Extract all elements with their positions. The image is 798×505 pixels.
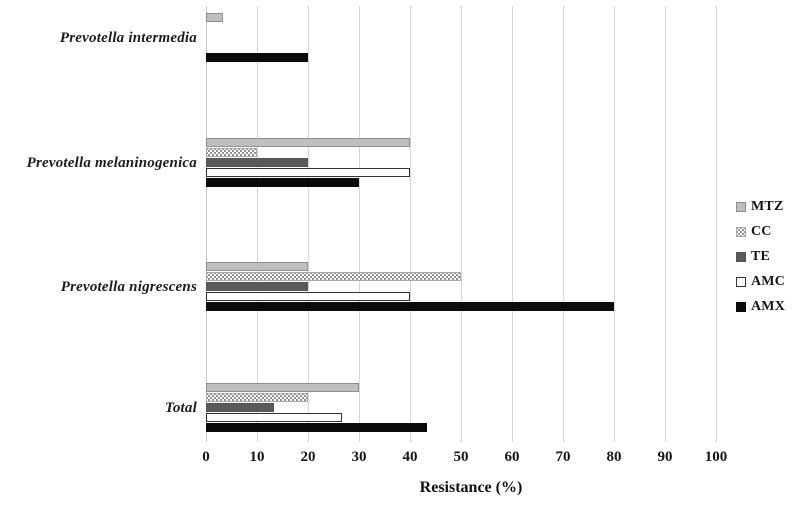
gridline-20 [308,6,309,442]
x-axis-title: Resistance (%) [419,479,523,496]
legend: MTZ CC TE AMC AMX [736,194,785,319]
bar-amc-prevotella-melaninogenica [206,167,410,177]
legend-label-te: TE [751,248,771,264]
gridline-70 [563,6,564,442]
legend-item-cc: CC [736,219,785,244]
x-tick-label-40: 40 [402,449,418,465]
bar-amx-prevotella-intermedia [206,52,308,62]
legend-swatch-mtz [736,201,746,212]
bar-cc-prevotella-nigrescens [206,272,461,282]
gridline-80 [614,6,615,442]
category-label-prevotella-intermedia: Prevotella intermedia [59,30,197,46]
gridline-50 [461,6,462,442]
x-tick-label-90: 90 [657,449,673,465]
legend-label-amc: AMC [751,273,786,289]
gridline-10 [257,6,258,442]
legend-item-amc: AMC [736,269,785,294]
bar-mtz-prevotella-intermedia [206,13,223,23]
legend-swatch-amc [736,276,746,287]
legend-item-amx: AMX [736,294,785,319]
bar-amx-prevotella-melaninogenica [206,177,359,187]
gridline-30 [359,6,360,442]
bar-amc-prevotella-nigrescens [206,291,410,301]
y-axis-line [206,6,207,442]
legend-label-cc: CC [751,223,772,239]
x-tick-label-10: 10 [249,449,265,465]
bar-te-prevotella-nigrescens [206,282,308,292]
legend-swatch-amx [736,301,746,312]
legend-label-amx: AMX [751,298,786,314]
category-label-total: Total [164,400,197,416]
bar-amx-prevotella-nigrescens [206,301,614,311]
bar-mtz-total [206,383,359,393]
legend-swatch-te [736,251,746,262]
x-tick-label-80: 80 [606,449,622,465]
legend-label-mtz: MTZ [751,198,784,214]
x-tick-label-0: 0 [202,449,210,465]
legend-item-te: TE [736,244,785,269]
x-tick-label-70: 70 [555,449,571,465]
legend-item-mtz: MTZ [736,194,785,219]
legend-swatch-cc [736,226,746,237]
x-tick-label-100: 100 [704,449,728,465]
x-tick-label-60: 60 [504,449,520,465]
category-label-prevotella-melaninogenica: Prevotella melaninogenica [26,155,197,171]
bar-cc-total [206,393,308,403]
gridline-60 [512,6,513,442]
gridline-40 [410,6,411,442]
bar-mtz-prevotella-nigrescens [206,262,308,272]
x-tick-label-50: 50 [453,449,469,465]
bar-amx-total [206,422,427,432]
gridline-90 [665,6,666,442]
bar-amc-total [206,412,343,422]
x-tick-label-20: 20 [300,449,316,465]
bar-te-total [206,403,274,413]
gridline-100 [716,6,717,442]
x-tick-label-30: 30 [351,449,367,465]
bar-cc-prevotella-melaninogenica [206,148,257,158]
bar-mtz-prevotella-melaninogenica [206,138,410,148]
plot-area [206,6,717,442]
category-label-prevotella-nigrescens: Prevotella nigrescens [60,279,197,295]
bar-te-prevotella-melaninogenica [206,158,308,168]
